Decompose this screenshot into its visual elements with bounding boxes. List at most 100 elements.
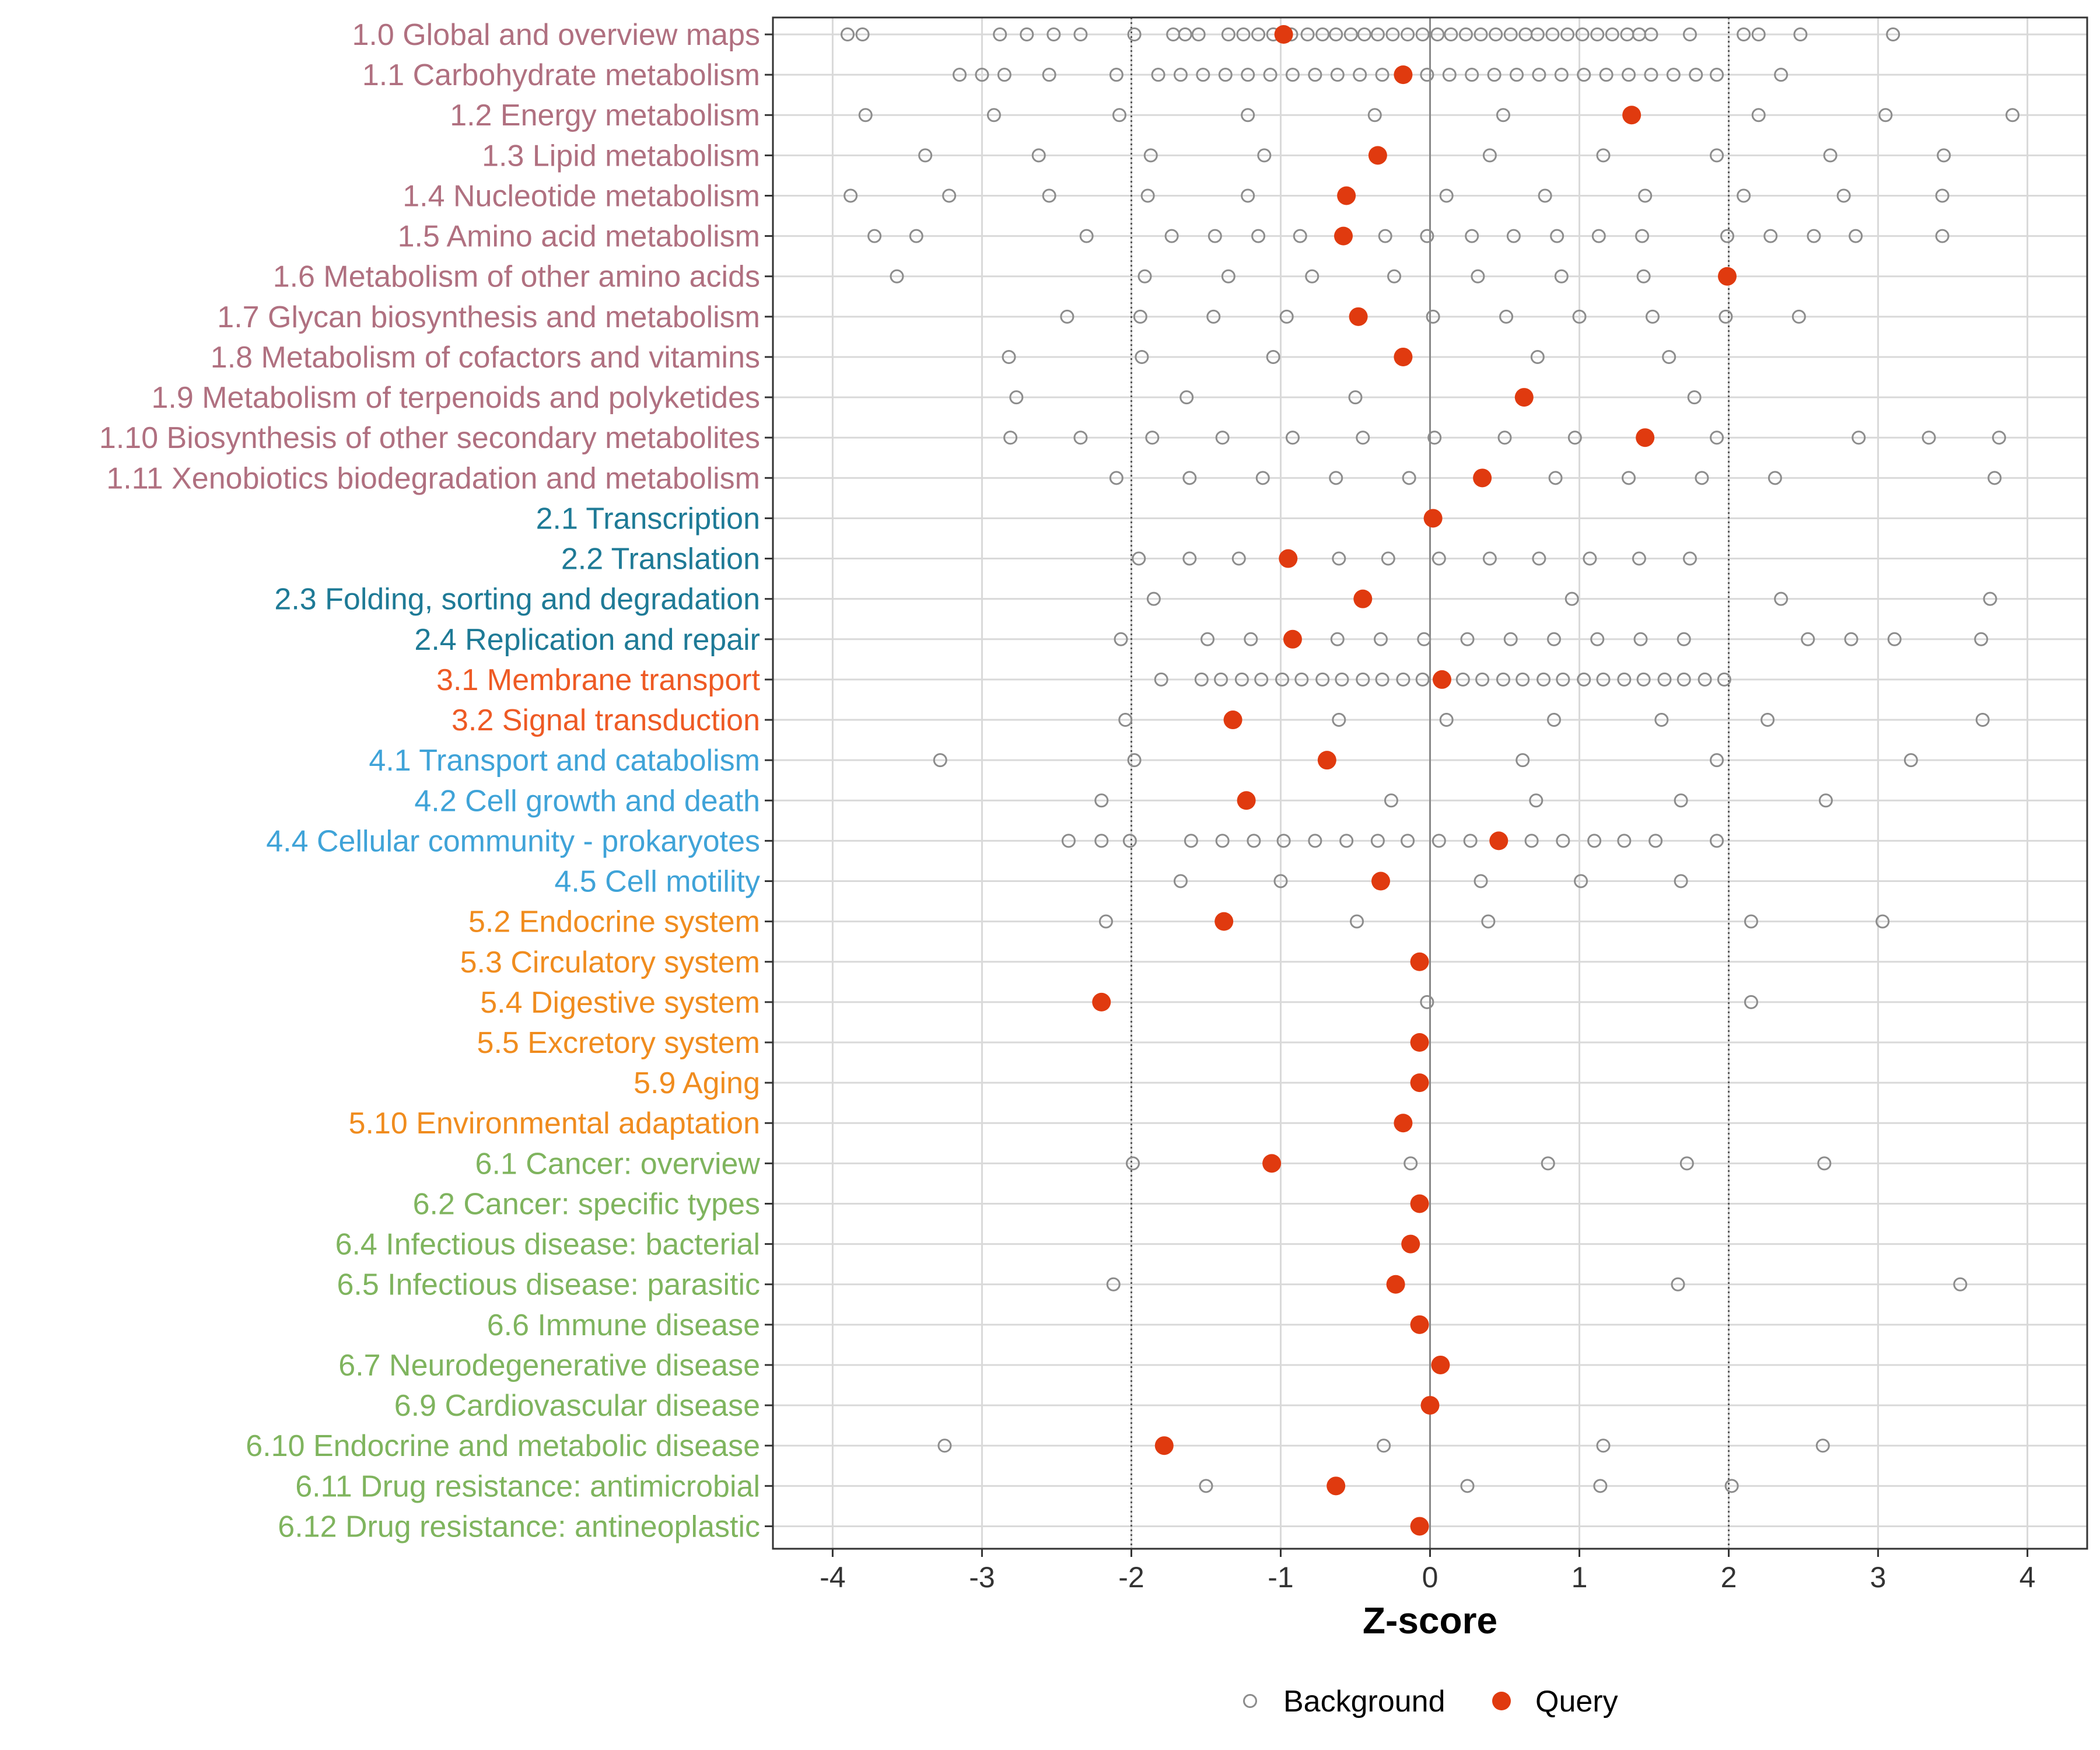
background-point (1073, 430, 1088, 445)
query-point (1154, 1436, 1174, 1455)
background-point (1583, 551, 1597, 566)
background-point (1415, 672, 1430, 687)
x-tick-label: 2 (1721, 1561, 1737, 1594)
background-point (1744, 995, 1758, 1009)
background-point (1465, 229, 1479, 243)
background-point (1545, 27, 1560, 41)
background-point (1671, 1277, 1685, 1292)
category-label: 6.11 Drug resistance: antimicrobial (295, 1469, 760, 1503)
background-point (1180, 390, 1194, 405)
background-point (1432, 551, 1446, 566)
background-point (1644, 27, 1658, 41)
background-point (1430, 27, 1445, 41)
x-axis: -4 -3 -2 -1 0 1 2 3 4 (820, 1549, 2035, 1594)
background-point (1455, 672, 1470, 687)
query-point (1237, 791, 1256, 810)
background-point (1817, 1156, 1832, 1171)
legend: Background Query (1243, 1685, 1618, 1718)
background-point (1556, 672, 1570, 687)
background-point (1118, 713, 1133, 727)
background-point (1720, 229, 1734, 243)
background-point (1315, 672, 1330, 687)
background-point (1737, 188, 1751, 203)
background-point (1135, 349, 1149, 364)
background-point (1263, 68, 1278, 82)
background-point (1417, 632, 1432, 646)
background-point (1887, 632, 1902, 646)
background-point (1632, 551, 1646, 566)
background-point (1560, 27, 1575, 41)
background-point (1061, 834, 1076, 848)
background-point (1094, 793, 1109, 808)
query-point (1431, 1355, 1450, 1374)
background-point (1094, 834, 1109, 848)
category-label: 1.7 Glycan biosynthesis and metabolism (217, 300, 760, 334)
background-point (1234, 672, 1249, 687)
background-point (1564, 592, 1579, 606)
background-point (1126, 1156, 1140, 1171)
background-point (1127, 27, 1142, 41)
background-point (1482, 551, 1497, 566)
background-point (1974, 632, 1989, 646)
background-point (1823, 148, 1838, 163)
background-point (1241, 108, 1255, 123)
background-point (1060, 309, 1074, 324)
background-point (1367, 108, 1382, 123)
query-point (1317, 751, 1336, 770)
query-point (1214, 912, 1234, 931)
background-point (1046, 27, 1061, 41)
background-point (1751, 27, 1766, 41)
background-point (1572, 309, 1587, 324)
background-point (1396, 672, 1410, 687)
background-point (1617, 834, 1632, 848)
category-label: 6.7 Neurodegenerative disease (338, 1349, 760, 1382)
background-point (1357, 27, 1371, 41)
category-label: 1.8 Metabolism of cofactors and vitamins (211, 341, 760, 374)
background-point (1538, 188, 1552, 203)
x-tick-label: 3 (1870, 1561, 1887, 1594)
background-point (1710, 430, 1724, 445)
background-point (1173, 874, 1188, 888)
background-point (1763, 229, 1778, 243)
background-point (1935, 188, 1950, 203)
background-point (1401, 27, 1415, 41)
x-tick-label: -3 (969, 1561, 995, 1594)
background-point (1622, 68, 1636, 82)
background-point (1285, 430, 1300, 445)
background-point (1689, 68, 1703, 82)
background-point (1807, 229, 1821, 243)
background-point (1506, 229, 1521, 243)
category-label: 1.10 Biosynthesis of other secondary met… (99, 421, 760, 455)
background-point (1353, 68, 1367, 82)
background-point (1251, 27, 1266, 41)
background-point (1577, 672, 1591, 687)
background-point (1676, 672, 1691, 687)
category-label: 4.5 Cell motility (554, 865, 760, 899)
query-point (1622, 106, 1642, 125)
background-point (1475, 672, 1490, 687)
background-point (1587, 834, 1602, 848)
background-point (1273, 874, 1288, 888)
background-point (1073, 27, 1088, 41)
background-point (1596, 672, 1611, 687)
background-point (1145, 430, 1160, 445)
background-point (1315, 27, 1330, 41)
category-label: 5.4 Digestive system (480, 986, 760, 1020)
background-point (1801, 632, 1815, 646)
background-point (1356, 430, 1370, 445)
query-point (1423, 509, 1443, 528)
background-point (1509, 68, 1524, 82)
category-label: 4.1 Transport and catabolism (369, 744, 760, 778)
background-point (1710, 68, 1724, 82)
query-point (1386, 1275, 1405, 1294)
category-label: 6.9 Cardiovascular disease (394, 1389, 760, 1423)
category-label: 4.2 Cell growth and death (414, 784, 760, 818)
background-point (1635, 229, 1650, 243)
background-point (1698, 672, 1712, 687)
background-point (1554, 269, 1569, 284)
background-point (1717, 672, 1731, 687)
background-point (1098, 914, 1113, 929)
background-point (1378, 229, 1392, 243)
background-point (1465, 68, 1479, 82)
background-point (1420, 995, 1434, 1009)
